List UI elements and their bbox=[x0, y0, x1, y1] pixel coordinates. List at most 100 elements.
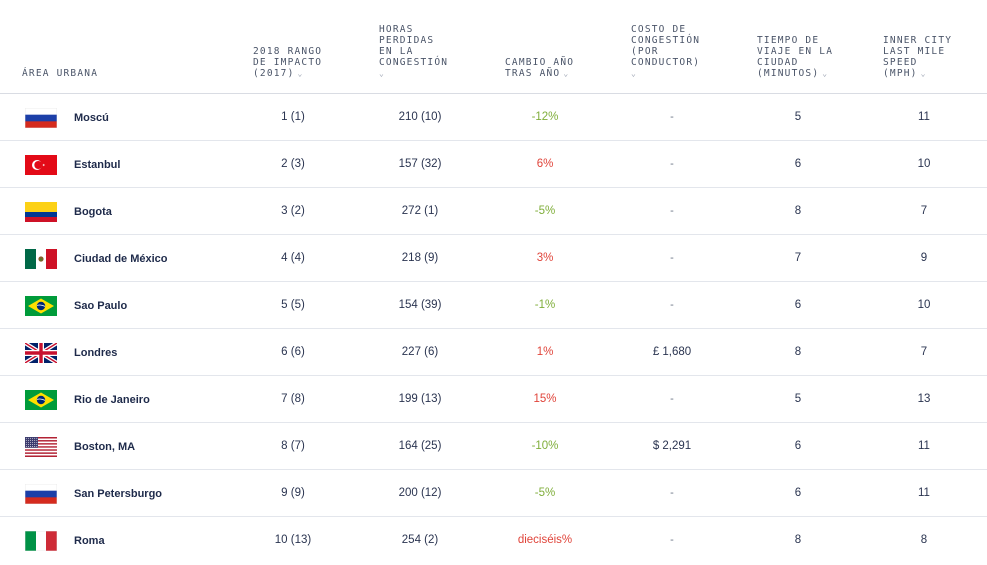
city-link[interactable]: Ciudad de México bbox=[74, 253, 168, 265]
city-link[interactable]: Roma bbox=[74, 535, 105, 547]
year-change: -1% bbox=[534, 299, 556, 311]
travel-time: 6 bbox=[794, 299, 802, 311]
impact-rank: 7 (8) bbox=[281, 393, 305, 405]
congestion-cost: - bbox=[670, 534, 674, 546]
table-row: San Petersburgo 9 (9) 200 (12) -5% - 6 11 bbox=[0, 470, 987, 517]
congestion-cost: $ 2,291 bbox=[652, 440, 692, 452]
column-header-cost[interactable]: COSTO DE CONGESTIÓN (POR CONDUCTOR) ⌄ bbox=[631, 24, 731, 79]
congestion-cost: - bbox=[670, 158, 674, 170]
last-mile-speed: 10 bbox=[917, 158, 931, 170]
year-change: -10% bbox=[531, 440, 559, 452]
chevron-down-icon: ⌄ bbox=[920, 69, 927, 78]
impact-rank: 3 (2) bbox=[281, 205, 305, 217]
table-row: Estanbul 2 (3) 157 (32) 6% - 6 10 bbox=[0, 141, 987, 188]
column-header-rank[interactable]: 2018 RANGO DE IMPACTO (2017) ⌄ bbox=[253, 46, 353, 79]
brazil-flag bbox=[25, 296, 57, 316]
hours-lost: 218 (9) bbox=[401, 252, 439, 264]
table-row: Moscú 1 (1) 210 (10) -12% - 5 11 bbox=[0, 94, 987, 141]
city-link[interactable]: Londres bbox=[74, 347, 118, 359]
table-row: Londres 6 (6) 227 (6) 1% £ 1,680 8 7 bbox=[0, 329, 987, 376]
russia-flag bbox=[25, 108, 57, 128]
table-row: Bogota 3 (2) 272 (1) -5% - 8 7 bbox=[0, 188, 987, 235]
column-header-hours-label: HORAS PERDIDAS EN LA CONGESTIÓN bbox=[379, 24, 449, 68]
chevron-down-icon: ⌄ bbox=[297, 69, 304, 78]
uk-flag bbox=[25, 343, 57, 363]
congestion-cost: - bbox=[670, 205, 674, 217]
chevron-down-icon: ⌄ bbox=[631, 69, 638, 78]
hours-lost: 154 (39) bbox=[398, 299, 442, 311]
table-header: ÁREA URBANA 2018 RANGO DE IMPACTO (2017)… bbox=[0, 0, 987, 94]
travel-time: 8 bbox=[794, 205, 802, 217]
year-change: dieciséis% bbox=[517, 534, 573, 546]
column-header-time[interactable]: TIEMPO DE VIAJE EN LA CIUDAD (MINUTOS) ⌄ bbox=[757, 35, 857, 79]
impact-rank: 1 (1) bbox=[281, 111, 305, 123]
year-change: -12% bbox=[531, 111, 559, 123]
last-mile-speed: 11 bbox=[918, 487, 930, 499]
chevron-down-icon: ⌄ bbox=[822, 69, 829, 78]
colombia-flag bbox=[25, 202, 57, 222]
table-row: Sao Paulo 5 (5) 154 (39) -1% - 6 10 bbox=[0, 282, 987, 329]
last-mile-speed: 10 bbox=[917, 299, 931, 311]
city-link[interactable]: Moscú bbox=[74, 112, 109, 124]
impact-rank: 9 (9) bbox=[281, 487, 305, 499]
city-link[interactable]: Rio de Janeiro bbox=[74, 394, 150, 406]
congestion-cost: £ 1,680 bbox=[652, 346, 692, 358]
column-header-area[interactable]: ÁREA URBANA bbox=[22, 68, 98, 79]
table-row: Boston, MA 8 (7) 164 (25) -10% $ 2,291 6 11 bbox=[0, 423, 987, 470]
column-header-change[interactable]: CAMBIO AÑO TRAS AÑO ⌄ bbox=[505, 57, 605, 79]
impact-rank: 2 (3) bbox=[281, 158, 305, 170]
year-change: -5% bbox=[534, 205, 556, 217]
last-mile-speed: 13 bbox=[917, 393, 931, 405]
year-change: 15% bbox=[533, 393, 557, 405]
congestion-cost: - bbox=[670, 393, 674, 405]
column-header-area-label: ÁREA URBANA bbox=[22, 68, 99, 79]
chevron-down-icon: ⌄ bbox=[379, 69, 386, 78]
column-header-speed[interactable]: INNER CITY LAST MILE SPEED (MPH) ⌄ bbox=[883, 35, 983, 79]
column-header-hours[interactable]: HORAS PERDIDAS EN LA CONGESTIÓN ⌄ bbox=[379, 24, 479, 79]
impact-rank: 5 (5) bbox=[281, 299, 305, 311]
congestion-cost: - bbox=[670, 299, 674, 311]
last-mile-speed: 8 bbox=[920, 534, 928, 546]
hours-lost: 272 (1) bbox=[401, 205, 439, 217]
travel-time: 6 bbox=[794, 158, 802, 170]
hours-lost: 200 (12) bbox=[398, 487, 442, 499]
congestion-cost: - bbox=[670, 111, 674, 123]
column-header-speed-label: INNER CITY LAST MILE SPEED (MPH) bbox=[883, 35, 953, 79]
hours-lost: 227 (6) bbox=[401, 346, 439, 358]
last-mile-speed: 7 bbox=[920, 205, 928, 217]
year-change: 1% bbox=[536, 346, 554, 358]
congestion-cost: - bbox=[670, 487, 674, 499]
year-change: 6% bbox=[536, 158, 554, 170]
city-link[interactable]: San Petersburgo bbox=[74, 488, 163, 500]
travel-time: 6 bbox=[794, 487, 802, 499]
column-header-cost-label: COSTO DE CONGESTIÓN (POR CONDUCTOR) bbox=[631, 24, 701, 68]
turkey-flag bbox=[25, 155, 57, 175]
last-mile-speed: 11 bbox=[918, 440, 930, 452]
city-link[interactable]: Estanbul bbox=[74, 159, 121, 171]
travel-time: 8 bbox=[794, 534, 802, 546]
table-row: Ciudad de México 4 (4) 218 (9) 3% - 7 9 bbox=[0, 235, 987, 282]
hours-lost: 210 (10) bbox=[398, 111, 442, 123]
impact-rank: 8 (7) bbox=[281, 440, 305, 452]
last-mile-speed: 11 bbox=[918, 111, 930, 123]
column-header-rank-label: 2018 RANGO DE IMPACTO (2017) bbox=[253, 46, 323, 79]
travel-time: 5 bbox=[794, 393, 802, 405]
city-link[interactable]: Bogota bbox=[74, 206, 112, 218]
city-link[interactable]: Sao Paulo bbox=[74, 300, 128, 312]
travel-time: 8 bbox=[794, 346, 802, 358]
table-row: Rio de Janeiro 7 (8) 199 (13) 15% - 5 13 bbox=[0, 376, 987, 423]
column-header-time-label: TIEMPO DE VIAJE EN LA CIUDAD (MINUTOS) bbox=[757, 35, 834, 79]
city-link[interactable]: Boston, MA bbox=[74, 441, 136, 453]
table-row: Roma 10 (13) 254 (2) dieciséis% - 8 8 bbox=[0, 517, 987, 563]
impact-rank: 10 (13) bbox=[274, 534, 312, 546]
column-header-change-label: CAMBIO AÑO TRAS AÑO bbox=[505, 57, 575, 79]
last-mile-speed: 7 bbox=[920, 346, 928, 358]
congestion-cost: - bbox=[670, 252, 674, 264]
year-change: -5% bbox=[534, 487, 556, 499]
travel-time: 7 bbox=[794, 252, 802, 264]
year-change: 3% bbox=[536, 252, 554, 264]
impact-rank: 6 (6) bbox=[281, 346, 305, 358]
travel-time: 5 bbox=[794, 111, 802, 123]
hours-lost: 199 (13) bbox=[398, 393, 442, 405]
